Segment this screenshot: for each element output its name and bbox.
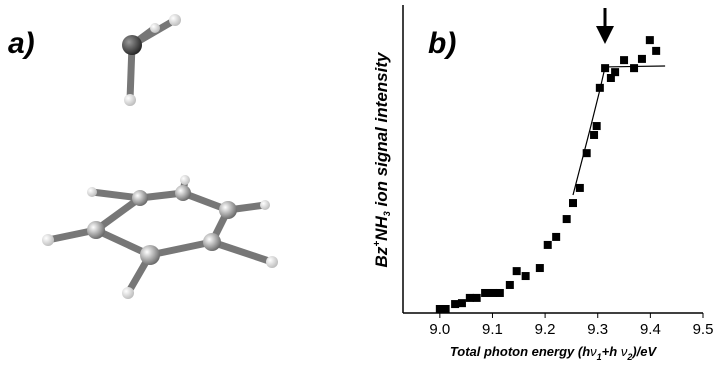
label-part: ion signal intensity: [372, 51, 391, 211]
data-point: [620, 56, 628, 64]
data-point: [536, 264, 544, 272]
data-point: [544, 241, 552, 249]
data-point: [442, 305, 450, 313]
data-point: [458, 299, 466, 307]
data-point: [601, 64, 609, 72]
data-point: [506, 281, 514, 289]
label-part: )/eV: [630, 344, 657, 359]
data-point: [569, 199, 577, 207]
data-point: [646, 36, 654, 44]
x-tick-label: 9.0: [429, 321, 450, 338]
x-tick-label: 9.1: [482, 321, 503, 338]
molecule-illustration: [42, 14, 278, 299]
data-point: [489, 289, 497, 297]
label-part: +h: [602, 344, 621, 359]
y-axis-label: Bz+NH3 ion signal intensity: [372, 51, 392, 267]
data-point: [481, 289, 489, 297]
data-point: [590, 131, 598, 139]
data-point: [473, 294, 481, 302]
data-point: [466, 294, 474, 302]
panel-label: b): [428, 27, 456, 60]
page: a) b) 9.0 9.1 9.2 9.3 9.4 9.5 Total photon ene…: [0, 0, 714, 368]
data-point: [451, 300, 459, 308]
fit-line: [573, 66, 665, 195]
label-part: Bz: [372, 246, 391, 267]
data-point: [652, 47, 660, 55]
threshold-arrow: [596, 8, 614, 44]
data-point: [611, 68, 619, 76]
data-point: [638, 55, 646, 63]
data-point: [583, 149, 591, 157]
figure: a) b) 9.0 9.1 9.2 9.3 9.4 9.5 Total photon ene…: [0, 0, 714, 363]
data-point: [563, 215, 571, 223]
data-point: [513, 267, 521, 275]
data-point: [576, 184, 584, 192]
x-tick-label: 9.5: [693, 321, 714, 338]
data-point: [522, 272, 530, 280]
x-axis-label: Total photon energy (hν1+h ν2)/eV: [450, 344, 658, 362]
data-point: [552, 233, 560, 241]
data-point: [593, 122, 601, 130]
x-tick-label: 9.2: [535, 321, 556, 338]
data-point: [630, 64, 638, 72]
data-point: [496, 289, 504, 297]
data-point: [596, 84, 604, 92]
panel-label: a): [8, 27, 35, 60]
label-part: NH: [372, 216, 391, 241]
x-tick-label: 9.3: [587, 321, 608, 338]
label-part: Total photon energy (h: [450, 344, 590, 359]
x-tick-label: 9.4: [640, 321, 661, 338]
